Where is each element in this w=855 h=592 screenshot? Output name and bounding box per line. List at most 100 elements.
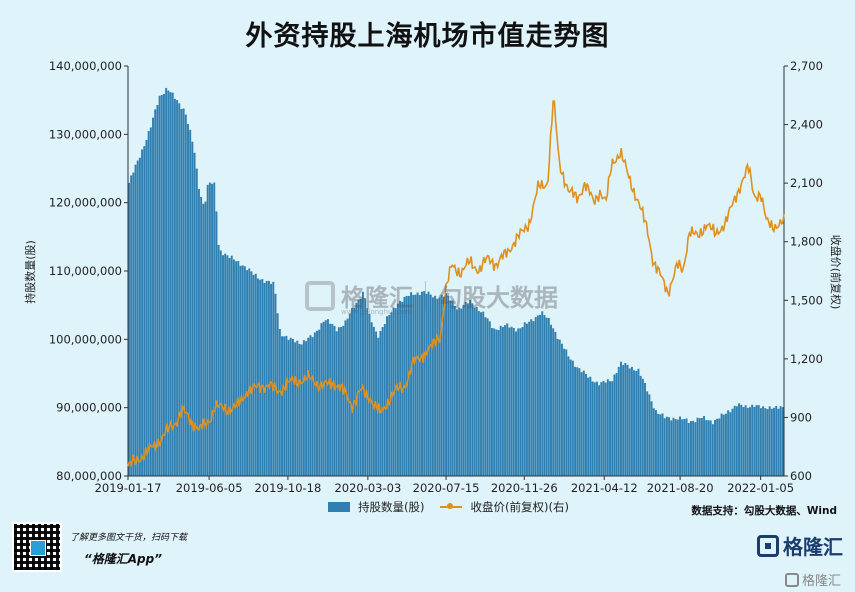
bar	[294, 342, 297, 476]
bar	[219, 250, 222, 476]
bar	[307, 337, 310, 476]
bar	[539, 314, 542, 476]
bar	[755, 405, 758, 476]
bar	[650, 401, 653, 476]
bar	[530, 319, 533, 476]
bar	[316, 330, 318, 476]
bar	[694, 422, 697, 476]
bar	[700, 417, 703, 476]
bar	[171, 92, 174, 477]
bar	[510, 326, 513, 476]
y-tick-label: 140,000,000	[49, 59, 122, 73]
bar	[149, 127, 152, 476]
bar	[335, 331, 338, 476]
bar	[486, 318, 489, 476]
bar	[569, 359, 572, 476]
bar	[421, 291, 423, 476]
bar	[165, 87, 168, 477]
bar	[657, 413, 660, 476]
bar	[410, 292, 413, 476]
bar	[353, 307, 356, 476]
bar	[298, 343, 301, 476]
bar	[259, 279, 262, 476]
y2-tick-label: 2,400	[790, 118, 823, 132]
bar	[624, 363, 627, 476]
bar	[670, 420, 673, 476]
bar	[250, 271, 253, 476]
bar	[768, 406, 771, 476]
bar	[200, 196, 203, 477]
brand-small-icon	[785, 572, 799, 587]
bar	[622, 364, 625, 476]
bar	[683, 419, 686, 476]
bar	[711, 424, 714, 476]
y2-tick-label: 2,700	[790, 59, 823, 73]
price-line	[127, 100, 785, 469]
bar	[749, 407, 751, 476]
bar	[663, 418, 666, 476]
bar	[169, 92, 172, 477]
bar	[718, 418, 721, 476]
brand-name: 格隆汇	[783, 535, 843, 559]
bar	[685, 418, 688, 476]
y-tick-label: 80,000,000	[56, 469, 122, 483]
bar	[241, 265, 244, 476]
bar	[445, 293, 448, 476]
bar	[154, 109, 157, 476]
bar	[292, 339, 294, 476]
bar	[134, 164, 137, 477]
bar	[453, 305, 456, 476]
footer: 了解更多图文干货，扫码下载 “格隆汇App” 格隆汇 格隆汇	[0, 516, 855, 592]
legend-bar-swatch	[328, 502, 350, 512]
bar	[289, 337, 292, 476]
bar	[230, 255, 233, 476]
bar	[283, 336, 286, 476]
bar	[466, 303, 469, 476]
x-tick-label: 2019-10-18	[254, 481, 321, 495]
bar	[246, 270, 249, 476]
bar	[394, 308, 397, 476]
bar	[580, 372, 583, 476]
bar	[764, 408, 767, 476]
bar	[541, 311, 544, 476]
bar	[609, 381, 612, 476]
y-tick-label: 90,000,000	[56, 401, 122, 415]
qr-code-icon[interactable]	[12, 522, 62, 572]
bar	[714, 419, 716, 476]
bar	[217, 244, 220, 476]
bar	[195, 168, 198, 477]
bar	[593, 382, 596, 476]
bar	[469, 300, 472, 476]
bar	[582, 370, 585, 476]
bar	[757, 405, 760, 476]
bar	[729, 412, 732, 476]
bar	[381, 327, 384, 476]
bar	[215, 211, 218, 476]
bar	[648, 394, 651, 476]
bar	[521, 326, 524, 476]
bar	[473, 307, 476, 476]
bar	[703, 415, 706, 476]
x-tick-label: 2022-01-05	[727, 481, 794, 495]
bar	[132, 172, 135, 476]
bar	[324, 320, 327, 476]
bar	[696, 417, 699, 476]
y2-tick-label: 1,500	[790, 293, 823, 307]
bar	[388, 315, 391, 476]
bar	[414, 294, 417, 476]
bar	[449, 300, 452, 476]
chart-title: 外资持股上海机场市值走势图	[245, 21, 610, 52]
legend: 持股数量(股) 收盘价(前复权)(右)	[328, 499, 569, 515]
watermark-left: 格隆汇	[341, 284, 413, 312]
bar	[668, 417, 671, 476]
bar	[720, 413, 723, 476]
bar	[261, 279, 264, 476]
bar	[416, 292, 419, 476]
bar	[425, 293, 428, 476]
bar	[141, 149, 144, 477]
bar	[716, 418, 719, 476]
bar	[602, 380, 605, 476]
bar	[355, 302, 358, 476]
bar	[626, 364, 629, 476]
bar	[305, 341, 308, 476]
